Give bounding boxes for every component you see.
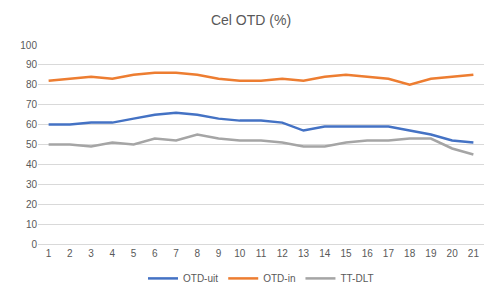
svg-text:2: 2 xyxy=(67,248,73,259)
svg-text:3: 3 xyxy=(88,248,94,259)
svg-text:TT-DLT: TT-DLT xyxy=(340,273,373,284)
svg-text:20: 20 xyxy=(26,199,38,210)
svg-text:14: 14 xyxy=(319,248,331,259)
svg-text:5: 5 xyxy=(131,248,137,259)
svg-text:80: 80 xyxy=(26,79,38,90)
svg-text:10: 10 xyxy=(26,219,38,230)
svg-text:50: 50 xyxy=(26,139,38,150)
svg-text:9: 9 xyxy=(216,248,222,259)
svg-text:30: 30 xyxy=(26,179,38,190)
svg-text:17: 17 xyxy=(383,248,395,259)
svg-text:Cel OTD (%): Cel OTD (%) xyxy=(211,12,291,28)
svg-text:1: 1 xyxy=(46,248,52,259)
svg-text:8: 8 xyxy=(195,248,201,259)
svg-text:10: 10 xyxy=(234,248,246,259)
svg-text:60: 60 xyxy=(26,119,38,130)
svg-text:12: 12 xyxy=(277,248,289,259)
svg-text:20: 20 xyxy=(447,248,459,259)
svg-text:11: 11 xyxy=(256,248,267,259)
svg-text:4: 4 xyxy=(110,248,116,259)
svg-text:40: 40 xyxy=(26,159,38,170)
svg-text:100: 100 xyxy=(20,40,37,51)
svg-text:16: 16 xyxy=(362,248,374,259)
svg-text:15: 15 xyxy=(340,248,352,259)
svg-text:7: 7 xyxy=(173,248,179,259)
svg-text:19: 19 xyxy=(425,248,437,259)
svg-text:OTD-in: OTD-in xyxy=(263,273,295,284)
svg-text:OTD-uit: OTD-uit xyxy=(183,273,218,284)
svg-text:70: 70 xyxy=(26,99,38,110)
svg-text:21: 21 xyxy=(468,248,480,259)
svg-text:90: 90 xyxy=(26,59,38,70)
svg-text:18: 18 xyxy=(404,248,416,259)
svg-text:6: 6 xyxy=(152,248,158,259)
svg-text:0: 0 xyxy=(31,239,37,250)
svg-text:13: 13 xyxy=(298,248,310,259)
